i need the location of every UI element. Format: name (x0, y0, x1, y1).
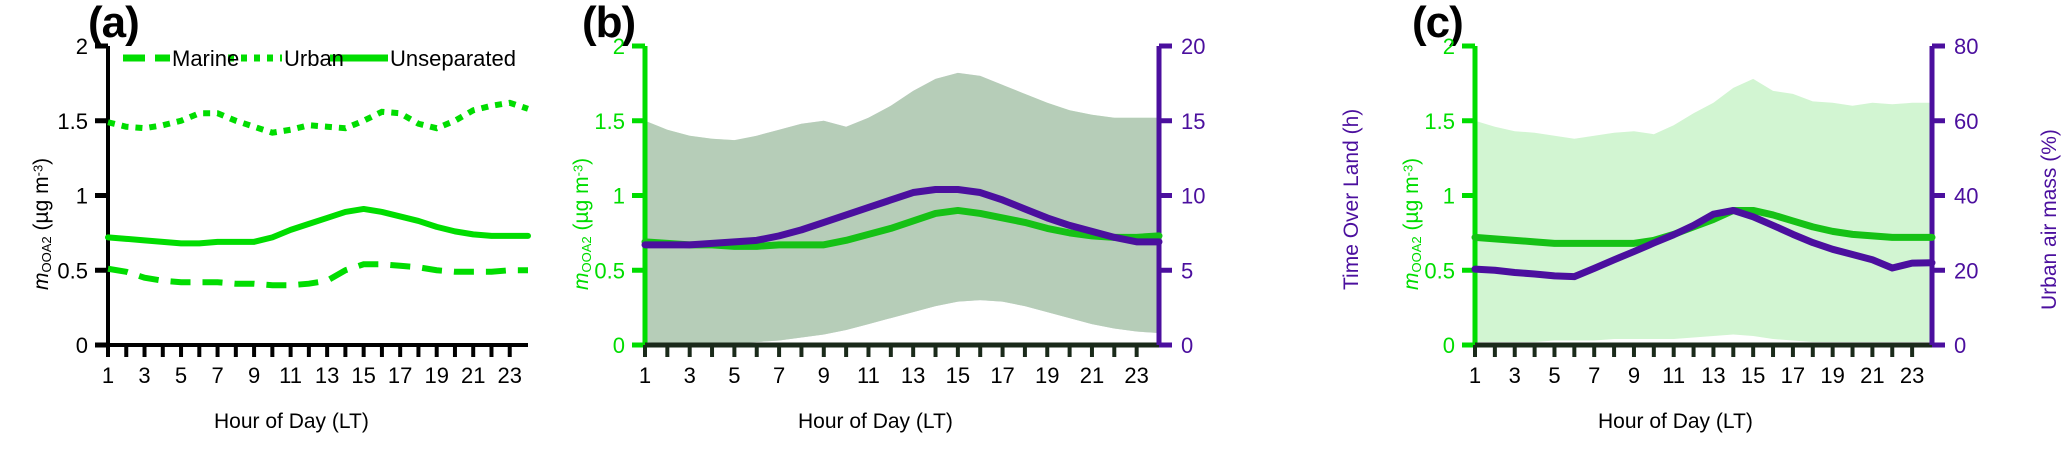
svg-text:17: 17 (990, 363, 1014, 388)
svg-text:9: 9 (818, 363, 830, 388)
band-mooa2 (1475, 78, 1932, 343)
svg-text:1: 1 (76, 184, 88, 209)
svg-text:5: 5 (728, 363, 740, 388)
svg-text:0.5: 0.5 (1424, 258, 1455, 283)
svg-text:11: 11 (279, 363, 302, 388)
svg-text:15: 15 (351, 363, 375, 388)
svg-text:20: 20 (1954, 258, 1978, 283)
svg-text:3: 3 (684, 363, 696, 388)
svg-text:15: 15 (1741, 363, 1765, 388)
svg-text:15: 15 (946, 363, 970, 388)
panel-a-xlabel: Hour of Day (LT) (214, 410, 369, 433)
svg-text:1: 1 (1469, 363, 1481, 388)
svg-text:1.5: 1.5 (57, 109, 88, 134)
svg-text:1: 1 (639, 363, 651, 388)
svg-text:1: 1 (1443, 184, 1455, 209)
svg-text:23: 23 (1124, 363, 1148, 388)
panel-c-y-ticks-right (1932, 43, 1945, 348)
panel-c-xlabel: Hour of Day (LT) (1598, 410, 1753, 433)
svg-text:21: 21 (1860, 363, 1884, 388)
panel-a-label: (a) (88, 0, 140, 47)
svg-text:0: 0 (613, 333, 625, 358)
svg-text:15: 15 (1181, 109, 1205, 134)
svg-text:19: 19 (424, 363, 448, 388)
svg-text:7: 7 (773, 363, 785, 388)
svg-text:40: 40 (1954, 184, 1978, 209)
panel-c-label: (c) (1412, 0, 1464, 47)
panel-b-y-ticks-right (1159, 43, 1172, 348)
svg-text:0: 0 (76, 333, 88, 358)
svg-text:23: 23 (497, 363, 521, 388)
svg-text:80: 80 (1954, 34, 1978, 59)
svg-text:1: 1 (613, 184, 625, 209)
svg-text:2: 2 (76, 34, 88, 59)
svg-text:0.5: 0.5 (57, 258, 88, 283)
svg-text:1.5: 1.5 (594, 109, 625, 134)
panel-a: (a) mOOA2 (µg m-3) 0 0.5 1 1.5 2 1 3 5 7 9 11 13 15… (0, 0, 540, 456)
svg-text:5: 5 (1181, 258, 1193, 283)
series-urban-line (107, 99, 529, 136)
svg-text:0: 0 (1181, 333, 1193, 358)
svg-text:60: 60 (1954, 109, 1978, 134)
svg-text:0: 0 (1443, 333, 1455, 358)
svg-text:1: 1 (102, 363, 114, 388)
svg-text:10: 10 (1181, 184, 1205, 209)
svg-text:7: 7 (211, 363, 223, 388)
panel-a-y-ticks (95, 43, 108, 348)
panel-c-x-ticks (1473, 345, 1915, 357)
panel-b-x-ticks (643, 345, 1139, 357)
svg-text:5: 5 (1548, 363, 1560, 388)
band-overlap (645, 72, 1159, 344)
svg-text:7: 7 (1588, 363, 1600, 388)
svg-text:2: 2 (613, 34, 625, 59)
series-urban-air-mass-line (1471, 206, 1936, 281)
svg-text:13: 13 (1701, 363, 1725, 388)
svg-text:19: 19 (1035, 363, 1059, 388)
svg-text:17: 17 (1781, 363, 1805, 388)
series-mooa2-mean-line (641, 206, 1163, 250)
svg-text:0.5: 0.5 (594, 258, 625, 283)
legend-label-unseparated: Unseparated (390, 46, 516, 71)
legend-label-urban: Urban (284, 46, 344, 71)
svg-text:17: 17 (388, 363, 412, 388)
panel-b-label: (b) (582, 0, 636, 47)
svg-text:13: 13 (901, 363, 925, 388)
svg-text:3: 3 (1509, 363, 1521, 388)
legend-label-marine: Marine (172, 46, 240, 71)
panel-b-y-ticks-left (632, 43, 645, 348)
panel-b-xlabel: Hour of Day (LT) (798, 410, 953, 433)
panel-a-plot: 00.511.52 1 3 5 7 9 11 13 15 17 19 21 23 (57, 34, 531, 388)
svg-text:19: 19 (1820, 363, 1844, 388)
svg-text:13: 13 (315, 363, 339, 388)
svg-text:0: 0 (1954, 333, 1966, 358)
svg-text:11: 11 (1662, 363, 1685, 388)
svg-text:5: 5 (175, 363, 187, 388)
svg-text:21: 21 (1080, 363, 1104, 388)
svg-text:21: 21 (461, 363, 485, 388)
svg-text:9: 9 (1628, 363, 1640, 388)
svg-text:2: 2 (1443, 34, 1455, 59)
series-unseparated-line (105, 205, 531, 247)
svg-text:11: 11 (857, 363, 880, 388)
panel-a-x-ticks (106, 345, 512, 357)
svg-text:23: 23 (1900, 363, 1924, 388)
svg-text:9: 9 (248, 363, 260, 388)
svg-text:3: 3 (138, 363, 150, 388)
svg-text:20: 20 (1181, 34, 1205, 59)
series-marine-line (107, 261, 528, 289)
series-time-over-land-line (641, 186, 1163, 249)
svg-text:1.5: 1.5 (1424, 109, 1455, 134)
